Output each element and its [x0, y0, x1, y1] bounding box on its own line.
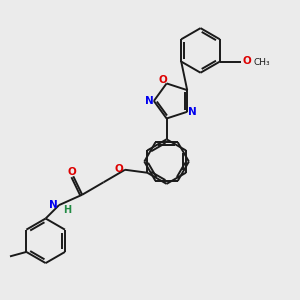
Text: H: H: [63, 206, 71, 215]
Text: O: O: [68, 167, 76, 177]
Text: N: N: [145, 96, 154, 106]
Text: N: N: [49, 200, 58, 210]
Text: O: O: [115, 164, 124, 174]
Text: O: O: [158, 75, 167, 85]
Text: CH₃: CH₃: [254, 58, 270, 67]
Text: N: N: [188, 107, 196, 117]
Text: O: O: [242, 56, 251, 66]
